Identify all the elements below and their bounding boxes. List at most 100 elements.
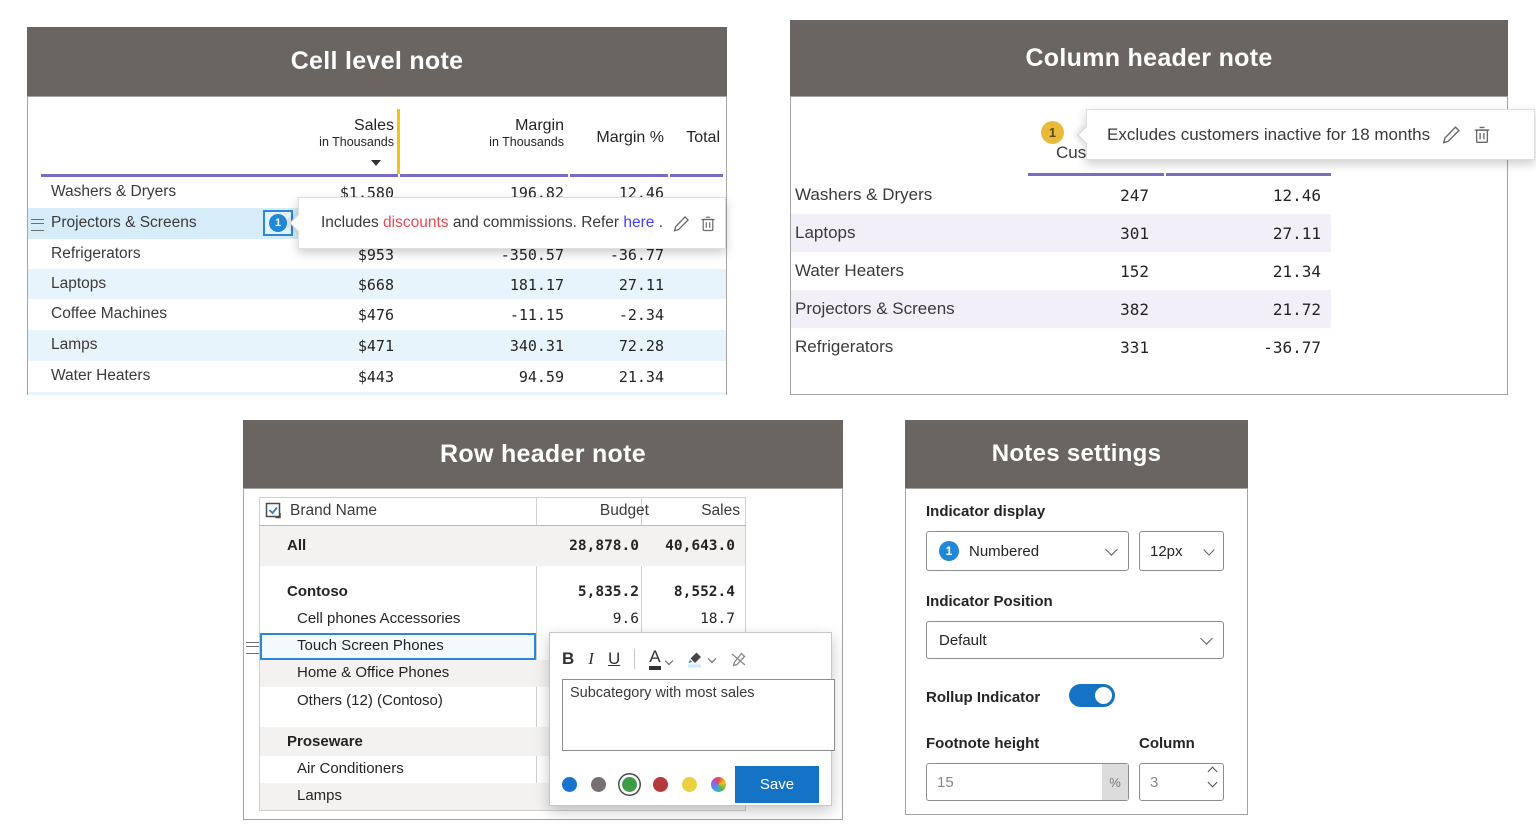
column-header-margin-label: Margin [515,117,564,134]
column-header-margin[interactable]: Margin in Thousands [489,117,564,149]
color-swatch-green-selected[interactable] [622,777,637,792]
table-row[interactable]: Coffee Machines $476 -11.15 -2.34 [28,299,726,330]
cell-margin: -350.57 [500,246,564,264]
note-text-part: Includes [321,214,384,231]
underline-button[interactable]: U [607,649,621,668]
table-row[interactable]: Contoso 5,835.2 8,552.4 [260,578,745,606]
clear-formatting-icon [731,652,745,666]
note-indicator-badge[interactable]: 1 [1041,121,1064,144]
column-header-sales[interactable]: Sales in Thousands [319,117,394,149]
table-row[interactable]: Laptops 301 27.11 [791,214,1331,252]
note-editor-popup: B I U A Subcategory with most sales [549,632,835,806]
cell-margin-pct: -2.34 [618,306,664,324]
header-underline [41,174,723,177]
cell-value: 21.72 [1272,300,1321,319]
footnote-height-input[interactable] [926,763,1129,801]
table-row-selected[interactable]: Touch Screen Phones [260,633,536,660]
bold-button[interactable]: B [562,649,575,668]
table-row[interactable]: Lamps $471 340.31 72.28 [28,330,726,361]
chevron-down-icon[interactable] [1207,777,1218,788]
panel-title-bar: Column header note [790,20,1508,96]
column-header-note-panel: Column header note Customers Washers & D… [790,20,1535,395]
column-header-brand[interactable]: Brand Name [290,502,378,519]
table-row[interactable]: Water Heaters $443 94.59 21.34 [28,361,726,392]
delete-note-button[interactable] [700,215,716,232]
hamburger-icon[interactable] [246,642,259,654]
numbered-badge-icon: 1 [939,541,959,561]
row-label: All [287,537,307,554]
indicator-style-value: Numbered [969,542,1040,560]
clear-formatting-button[interactable] [729,650,748,669]
cell-customers: 331 [1120,338,1149,357]
table-row[interactable]: Water Heaters 152 21.34 [791,252,1331,290]
table-row[interactable]: Projectors & Screens 382 21.72 [791,290,1331,328]
rollup-indicator-label: Rollup Indicator [926,689,1041,706]
panel-title: Cell level note [290,47,464,75]
edit-note-button[interactable] [673,215,690,232]
row-table: Brand Name Budget Sales All 28,878.0 40,… [243,488,843,820]
table-row[interactable]: Air Conditioners [260,756,745,783]
color-swatch-red[interactable] [653,777,668,792]
note-text-part: . [654,214,664,231]
table-row[interactable]: Washers & Dryers 247 12.46 [791,176,1331,214]
note-text-input[interactable]: Subcategory with most sales [562,679,835,751]
rollup-indicator-toggle[interactable] [1069,684,1115,707]
chevron-down-icon [1203,543,1215,556]
indicator-size-dropdown[interactable]: 12px [1139,531,1224,571]
cell-sales: $443 [357,368,394,386]
chevron-down-icon [664,656,673,666]
table-row[interactable]: Others (12) (Contoso) [260,687,745,715]
indicator-position-dropdown[interactable]: Default [926,621,1224,659]
indicator-style-dropdown[interactable]: 1 Numbered [926,531,1129,571]
note-link[interactable]: here [623,214,655,231]
pencil-icon [673,215,690,232]
column-header-margin-pct-label: Margin % [596,129,664,146]
column-stepper[interactable] [1207,766,1218,788]
cell-customers: 152 [1120,262,1149,281]
header-underline [1028,173,1331,176]
cell-sales: 8,552.4 [673,584,735,600]
note-indicator-badge[interactable]: 1 [269,214,287,232]
cell-sales: 40,643.0 [665,538,735,554]
column-header-total[interactable]: Total [686,129,720,147]
font-color-button[interactable]: A [649,648,673,670]
panel-title: Row header note [440,439,646,468]
edit-note-button[interactable] [1442,125,1461,144]
trash-icon [701,216,715,231]
column-header-margin-pct[interactable]: Margin % [596,129,664,147]
highlight-color-button[interactable] [686,650,716,668]
table-row[interactable]: Laptops $668 181.17 27.11 [28,269,726,299]
color-swatch-blue[interactable] [562,777,577,792]
table-row[interactable]: Refrigerators 331 -36.77 [791,328,1331,366]
footnote-height-field: % [926,763,1129,801]
italic-button[interactable]: I [588,649,594,668]
expand-all-checkbox[interactable] [265,502,284,521]
chevron-down-icon [707,654,716,664]
column-header-sales[interactable]: Sales [701,502,740,519]
cell-level-note-panel: Cell level note Sales in Thousands Margi… [27,27,727,395]
table-row[interactable]: Cell phones Accessories 9.6 18.7 [260,606,745,633]
rainbow-dot-icon[interactable] [711,777,726,792]
row-label: Refrigerators [795,337,894,356]
save-button[interactable]: Save [735,766,819,803]
table-row[interactable]: Refrigerators $953 -350.57 -36.77 [28,239,726,269]
column-count-input[interactable] [1139,763,1224,801]
chevron-up-icon[interactable] [1207,766,1218,777]
table-row[interactable]: All 28,878.0 40,643.0 [260,526,745,566]
column-header-total-label: Total [686,129,720,146]
pencil-icon [1442,126,1461,144]
column-header-sales-label: Sales [353,117,394,134]
cell-budget: 28,878.0 [569,538,639,554]
color-swatch-gray[interactable] [591,777,606,792]
highlighter-icon [687,652,701,668]
row-label: Others (12) (Contoso) [297,692,443,709]
trash-icon [1474,126,1490,143]
color-swatch-yellow[interactable] [682,777,697,792]
hamburger-icon[interactable] [31,219,44,231]
settings-body: Indicator display 1 Numbered 12px Indica… [905,488,1248,815]
row-label: Coffee Machines [51,305,168,322]
column-header-budget[interactable]: Budget [599,502,649,519]
delete-note-button[interactable] [1473,125,1491,144]
row-label: Lamps [297,787,343,804]
checked-checkbox-icon [265,502,281,519]
